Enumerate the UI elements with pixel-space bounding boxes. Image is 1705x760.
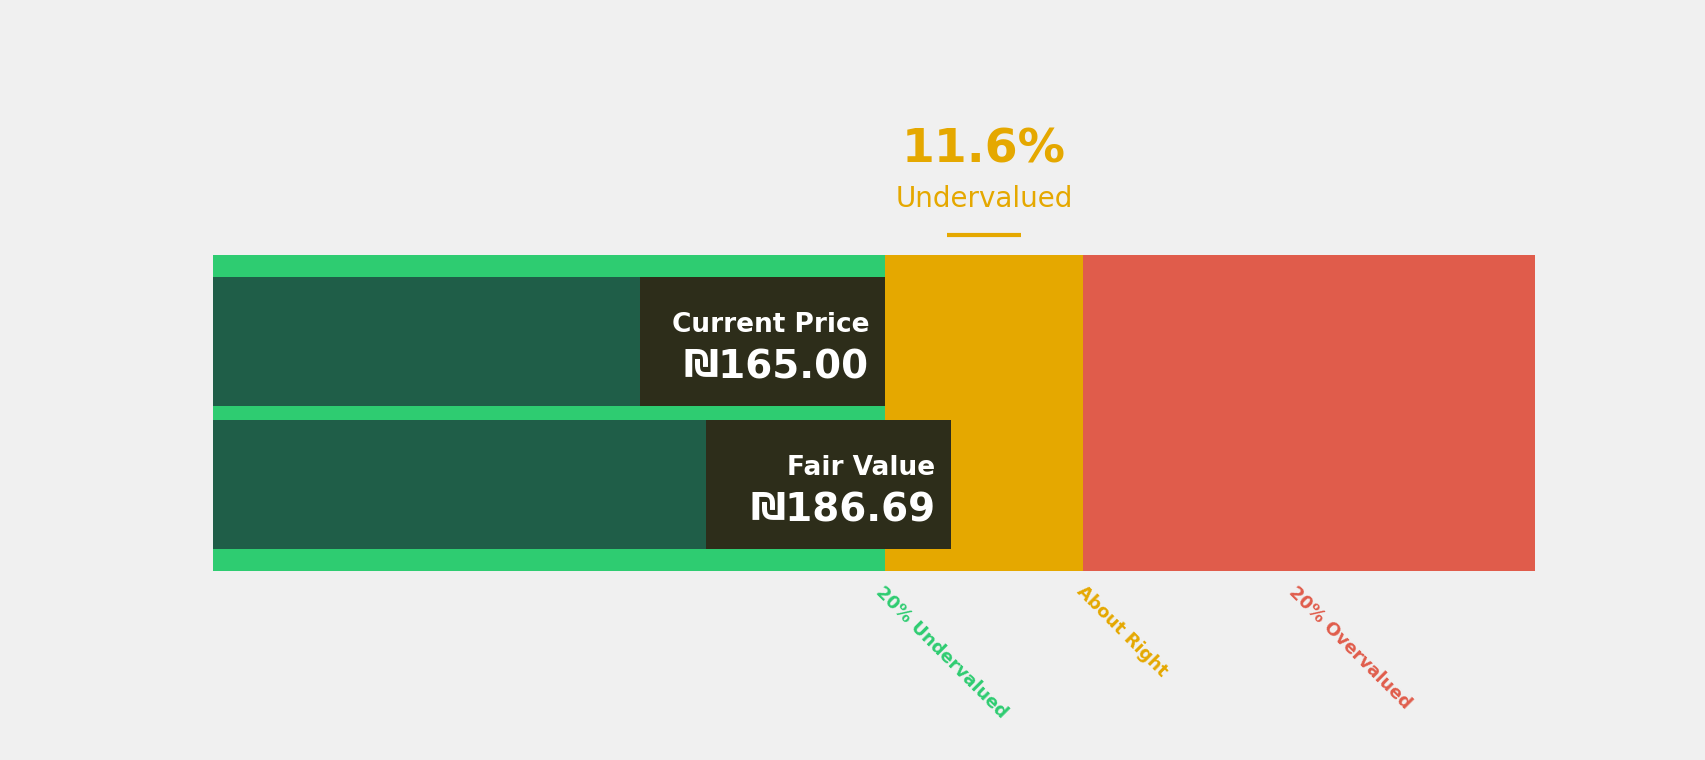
Text: 20% Overvalued: 20% Overvalued: [1284, 583, 1413, 712]
Bar: [1083, 255, 1534, 571]
Text: ₪186.69: ₪186.69: [750, 491, 934, 529]
Text: 11.6%: 11.6%: [902, 127, 1066, 173]
Bar: [213, 420, 950, 549]
Text: Undervalued: Undervalued: [895, 185, 1072, 214]
Bar: [639, 277, 885, 406]
Text: Fair Value: Fair Value: [786, 455, 934, 481]
Bar: [213, 255, 885, 571]
Text: 20% Undervalued: 20% Undervalued: [871, 583, 1011, 721]
Bar: [885, 255, 1083, 571]
Text: Current Price: Current Price: [672, 312, 868, 338]
Bar: [213, 277, 885, 406]
Text: ₪165.00: ₪165.00: [684, 348, 868, 386]
Bar: [706, 420, 950, 549]
Text: About Right: About Right: [1072, 583, 1170, 681]
